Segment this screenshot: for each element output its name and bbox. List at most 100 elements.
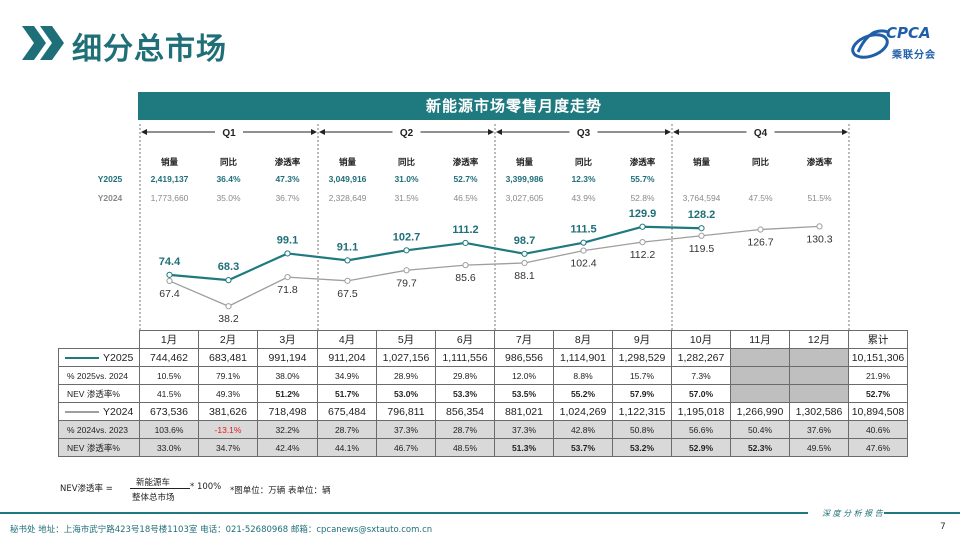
data-point [580, 247, 587, 254]
chevrons-icon [22, 26, 64, 60]
data-label: 67.5 [337, 288, 358, 300]
page-number: 7 [940, 522, 946, 532]
quarter-label: Q1 [222, 128, 236, 139]
quarter-cell: 3,027,605 [506, 193, 544, 203]
table-cell: 986,556 [494, 348, 554, 367]
table-cell: 56.6% [671, 420, 731, 439]
page-title: 细分总市场 [72, 32, 227, 67]
series-line-Y2025 [169, 225, 702, 282]
table-cell: 673,536 [139, 402, 199, 421]
month-header: 11月 [730, 330, 790, 349]
quarter-cell: 2,328,649 [329, 193, 367, 203]
table-row: % 2025vs. 2024 10.5% 79.1% 38.0% 34.9% 28.9% 2… [58, 366, 908, 385]
table-cell: 53.7% [553, 438, 613, 457]
data-label: 102.4 [570, 258, 596, 270]
table-cell: 51.7% [317, 384, 377, 403]
table-cell: 29.8% [435, 366, 495, 385]
arrow-head-icon [673, 129, 679, 135]
month-header: 10月 [671, 330, 731, 349]
table-cell: 52.3% [730, 438, 790, 457]
data-label: 130.3 [806, 233, 832, 245]
table-cell: 42.4% [257, 438, 318, 457]
data-point [639, 238, 646, 246]
formula-numerator: 新能源车 [136, 478, 171, 488]
table-cell: 675,484 [317, 402, 377, 421]
table-cell: 53.2% [612, 438, 672, 457]
quarter-column-label: 同比 [220, 157, 238, 168]
formula-suffix: * 100% [190, 482, 222, 492]
table-cell: 856,354 [435, 402, 495, 421]
unit-note: *图单位：万辆 表单位：辆 [230, 486, 331, 496]
quarter-column-label: 销量 [693, 157, 711, 168]
arrow-head-icon [842, 129, 848, 135]
row-label-text: Y2024 [103, 405, 134, 418]
row-label-text: Y2025 [103, 351, 134, 364]
data-point [225, 277, 232, 284]
table-cell: 51.2% [257, 384, 318, 403]
data-label: 79.7 [396, 277, 417, 289]
table-row: NEV 渗透率% 41.5% 49.3% 51.2% 51.7% 53.0% 53.3% 53… [58, 384, 908, 403]
quarter-cell: 1,773,660 [151, 193, 189, 203]
data-label: 119.5 [689, 243, 715, 255]
table-cell: 46.7% [376, 438, 436, 457]
table-cell: 33.0% [139, 438, 199, 457]
month-header: 3月 [257, 330, 318, 349]
total-header: 累计 [848, 330, 908, 349]
footer-tag: 深 度 分 析 报 告 [822, 509, 883, 518]
data-point [757, 226, 764, 233]
data-point [462, 262, 469, 269]
table-cell: -13.1% [198, 420, 258, 439]
row-label: % 2024vs. 2023 [58, 420, 140, 439]
legend-swatch [65, 356, 99, 359]
data-point [462, 239, 469, 247]
data-point [816, 223, 823, 230]
table-cell: 37.6% [789, 420, 849, 439]
table-cell: 381,626 [198, 402, 258, 421]
table-cell: 41.5% [139, 384, 199, 403]
data-point [403, 267, 410, 274]
table-cell: 52.9% [671, 438, 731, 457]
quarter-label-bg [392, 125, 421, 139]
data-label: 85.6 [455, 272, 476, 284]
quarter-column-label: 渗透率 [807, 157, 833, 168]
table-cell: 40.6% [848, 420, 908, 439]
table-header-row: 1月 2月 3月 4月 5月 6月 7月 8月 9月 10月 11月 12月 累计 [59, 330, 908, 349]
data-point [639, 223, 646, 230]
table-corner [59, 331, 140, 349]
data-point [284, 274, 291, 281]
row-label: NEV 渗透率% [58, 438, 140, 457]
quarter-cell: 3,399,986 [506, 174, 544, 184]
quarter-cell: 46.5% [453, 193, 478, 203]
table-cell: 34.7% [198, 438, 258, 457]
table-cell: 57.0% [671, 384, 731, 403]
data-point [698, 225, 705, 232]
table-cell: 10.5% [139, 366, 199, 385]
footer-divider [0, 512, 808, 514]
table-cell: 796,811 [376, 402, 436, 421]
month-header: 8月 [553, 330, 613, 349]
quarter-column-label: 同比 [398, 157, 416, 168]
table-row: Y2025 744,462 683,481 991,194 911,204 1,027,1… [58, 348, 908, 367]
month-header: 6月 [435, 330, 495, 349]
table-cell: 991,194 [257, 348, 318, 367]
table-row: Y2024 673,536 381,626 718,498 675,484 796,811… [58, 402, 908, 421]
table-cell: 1,122,315 [612, 402, 672, 421]
arrow-head-icon [311, 129, 317, 135]
table-cell: 1,266,990 [730, 402, 790, 421]
data-point [580, 239, 587, 246]
row-label-text: NEV 渗透率% [67, 388, 120, 399]
table-cell [789, 366, 849, 385]
quarter-cell: 51.5% [807, 193, 832, 203]
data-point [521, 250, 528, 257]
data-label: 91.1 [337, 241, 358, 253]
logo-subtitle: 乘联分会 [892, 50, 936, 61]
row-label-text: % 2024vs. 2023 [67, 424, 128, 435]
table-cell: 15.7% [612, 366, 672, 385]
table-cell: 49.3% [198, 384, 258, 403]
table-cell: 53.0% [376, 384, 436, 403]
quarter-cell: 36.7% [275, 193, 300, 203]
arrow-head-icon [496, 129, 502, 135]
month-header: 5月 [376, 330, 436, 349]
quarter-label: Q2 [400, 128, 414, 139]
